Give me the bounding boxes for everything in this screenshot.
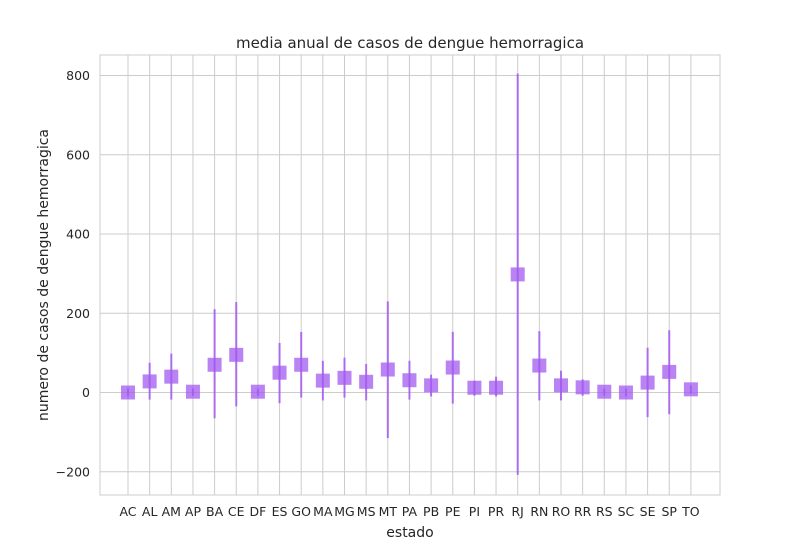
data-point	[164, 369, 179, 384]
x-tick-label: SC	[618, 504, 635, 519]
x-tick-label: MS	[357, 504, 376, 519]
x-tick-label: AC	[119, 504, 136, 519]
y-tick-label: 200	[66, 306, 90, 321]
x-tick-label: AM	[162, 504, 181, 519]
data-point	[185, 384, 200, 399]
y-tick-label: 400	[66, 227, 90, 242]
x-tick-label: MA	[313, 504, 333, 519]
data-point	[229, 347, 244, 362]
x-tick-label: CE	[228, 504, 245, 519]
y-tick-label: 600	[66, 147, 90, 162]
x-tick-label: PE	[445, 504, 461, 519]
data-point	[662, 364, 677, 379]
x-tick-label: AL	[142, 504, 158, 519]
x-tick-label: PA	[402, 504, 418, 519]
data-point	[294, 357, 309, 372]
x-tick-label: BA	[206, 504, 224, 519]
x-tick-label: PB	[423, 504, 439, 519]
data-point	[510, 267, 525, 282]
x-tick-label: RS	[596, 504, 613, 519]
x-tick-label: SP	[662, 504, 678, 519]
data-point	[402, 373, 417, 388]
data-point	[640, 375, 655, 390]
data-point	[142, 374, 157, 389]
x-tick-label: PI	[469, 504, 480, 519]
data-point	[532, 358, 547, 373]
data-point	[554, 378, 568, 393]
data-point	[575, 380, 590, 395]
x-tick-label: ES	[272, 504, 288, 519]
x-tick-label: RR	[574, 504, 592, 519]
x-tick-label: RN	[530, 504, 548, 519]
x-tick-label: PR	[488, 504, 505, 519]
x-axis-title: estado	[386, 525, 433, 541]
x-tick-label: TO	[681, 504, 700, 519]
x-tick-label: RO	[552, 504, 571, 519]
data-point	[424, 378, 439, 393]
data-point	[597, 384, 612, 399]
y-tick-label: −200	[56, 464, 90, 479]
chart-title: media anual de casos de dengue hemorragi…	[236, 34, 584, 52]
data-point	[618, 385, 633, 400]
x-tick-labels: AC AL AM AP BA CE DF ES GO MA MG MS MT PA PB PE PI PR RJ RN…	[119, 504, 699, 519]
data-point	[683, 382, 698, 397]
x-tick-label: AP	[185, 504, 202, 519]
x-tick-label: SE	[640, 504, 656, 519]
x-tick-label: MG	[334, 504, 354, 519]
x-tick-label: GO	[291, 504, 311, 519]
data-point	[315, 373, 330, 388]
y-tick-label: 0	[82, 385, 90, 400]
markers	[121, 267, 698, 400]
x-tick-label: MT	[379, 504, 398, 519]
data-point	[467, 380, 482, 395]
data-point	[359, 374, 374, 389]
data-point	[207, 357, 222, 372]
data-point	[272, 365, 287, 380]
x-tick-label: RJ	[512, 504, 524, 519]
x-tick-label: DF	[249, 504, 266, 519]
data-point	[445, 360, 460, 375]
data-point	[121, 385, 135, 400]
y-axis-title: numero de casos de dengue hemorragica	[36, 129, 52, 421]
data-point	[250, 384, 265, 399]
plot-area	[99, 54, 721, 496]
data-point	[380, 362, 395, 377]
y-tick-label: 800	[66, 68, 90, 83]
y-tick-labels: 800 600 400 200 0 −200	[56, 68, 90, 479]
data-point	[489, 380, 504, 395]
data-point	[337, 370, 352, 385]
